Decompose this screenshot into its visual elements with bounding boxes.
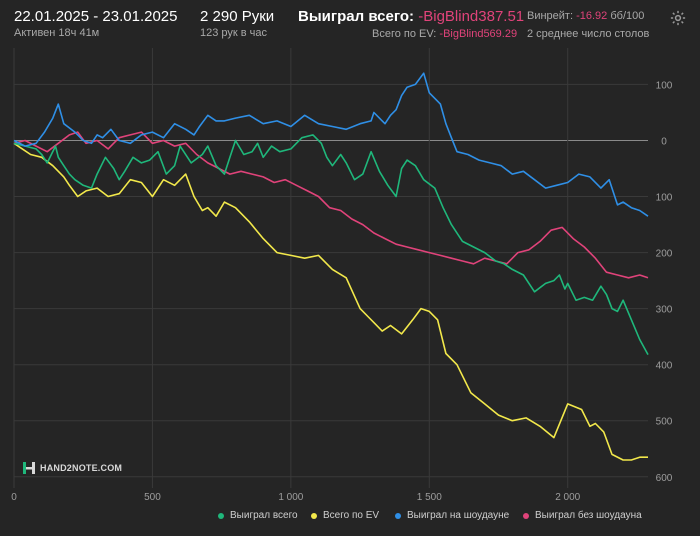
legend-label: Выиграл без шоудауна <box>535 510 642 521</box>
legend-marker <box>523 512 529 519</box>
date-range: 22.01.2025 - 23.01.2025 <box>14 8 178 25</box>
ev-total-value: -BigBlind569.29 <box>439 28 518 40</box>
hand2note-logo-icon <box>23 462 35 474</box>
legend-item-won-total[interactable]: Выиграл всего <box>218 510 298 521</box>
winrate-label: Винрейт: <box>527 10 574 22</box>
summary-header: 22.01.2025 - 23.01.2025 Активен 18ч 41м … <box>0 0 700 48</box>
legend-item-ev-total[interactable]: Всего по EV <box>311 510 379 521</box>
legend-marker <box>311 512 317 519</box>
winrate: Винрейт: -16.92 бб/100 <box>527 10 644 22</box>
y-tick-label: 600 <box>656 473 673 484</box>
y-tick-label: 200 <box>656 249 673 260</box>
legend-marker <box>218 512 224 519</box>
winrate-unit: бб/100 <box>610 10 645 22</box>
legend-label: Выиграл всего <box>230 510 298 521</box>
x-tick-label: 1 000 <box>278 492 303 503</box>
series-line-non-showdown <box>13 131 649 279</box>
series-line-won-total <box>13 134 649 355</box>
x-tick-label: 0 <box>11 492 17 503</box>
x-tick-label: 2 000 <box>555 492 580 503</box>
legend-label: Всего по EV <box>323 510 380 521</box>
won-total: Выиграл всего: -BigBlind387.51 <box>298 8 524 25</box>
average-tables: 2 среднее число столов <box>527 28 650 40</box>
legend-item-showdown[interactable]: Выиграл на шоудауне <box>395 510 509 521</box>
series-line-ev-total <box>13 142 648 461</box>
winrate-value: -16.92 <box>576 10 608 22</box>
gear-icon[interactable] <box>668 9 688 29</box>
won-total-label: Выиграл всего: <box>298 8 415 25</box>
y-tick-label: 100 <box>656 193 673 204</box>
x-tick-label: 1 500 <box>417 492 442 503</box>
y-tick-label: 500 <box>656 417 673 428</box>
hand2note-logo: HAND2NOTE.COM <box>22 461 122 475</box>
legend-item-non-showdown[interactable]: Выиграл без шоудауна <box>523 510 642 521</box>
y-tick-label: 400 <box>656 361 673 372</box>
legend-marker <box>395 512 401 519</box>
y-tick-label: 300 <box>656 305 673 316</box>
series-line-showdown <box>13 72 649 217</box>
y-tick-label: 0 <box>661 136 667 147</box>
x-tick-label: 500 <box>144 492 161 503</box>
active-time: Активен 18ч 41м <box>14 27 100 39</box>
ev-total-label: Всего по EV: <box>372 28 437 40</box>
won-total-value: -BigBlind387.51 <box>418 8 525 25</box>
hands-count: 2 290 Руки <box>200 8 275 25</box>
hands-per-hour: 123 рук в час <box>200 27 268 39</box>
logo-text: HAND2NOTE.COM <box>40 463 123 473</box>
y-tick-label: 100 <box>656 80 673 91</box>
legend-label: Выиграл на шоудауне <box>407 510 510 521</box>
ev-total: Всего по EV: -BigBlind569.29 <box>372 28 517 40</box>
